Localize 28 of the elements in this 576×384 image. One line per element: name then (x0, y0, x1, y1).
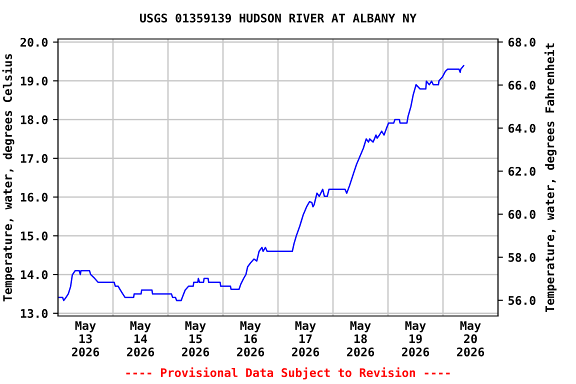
y2-axis-title: Temperature, water, degrees Fahrenheit (544, 43, 557, 312)
y2-tick-label: 56.0 (508, 296, 536, 305)
chart-title: USGS 01359139 HUDSON RIVER AT ALBANY NY (140, 14, 417, 23)
y-tick-label: 18.0 (20, 115, 48, 124)
y-tick-label: 19.0 (20, 76, 48, 86)
x-tick-label: May 20 2026 (456, 321, 484, 356)
x-tick-label: May 15 2026 (182, 321, 210, 356)
x-tick-label: May 13 2026 (72, 321, 100, 356)
x-tick-label: May 17 2026 (292, 321, 320, 356)
text: ---- Provisional Data Subject to Revision ---- (126, 367, 450, 380)
y2-tick-label: 64.0 (508, 124, 536, 133)
x-tick-label: May 16 2026 (236, 321, 264, 356)
y-tick-label: 16.0 (20, 192, 48, 202)
x-tick-label: May 14 2026 (126, 321, 154, 356)
y-tick-label: 15.0 (20, 232, 48, 240)
x-tick-label: May 19 2026 (402, 321, 430, 356)
y2-tick-label: 58.0 (508, 252, 536, 262)
y-axis-title: Temperature, water, degrees Celsius (2, 54, 14, 302)
y-tick-label: 17.0 (20, 154, 48, 163)
y-tick-label: 14.0 (20, 270, 48, 280)
y2-tick-label: 68.0 (508, 38, 536, 47)
y2-tick-label: 60.0 (508, 210, 536, 219)
y-tick-label: 13.0 (20, 309, 48, 318)
x-tick-label: May 18 2026 (346, 321, 374, 356)
line-series (58, 65, 464, 302)
y2-tick-label: 62.0 (508, 166, 536, 176)
y-tick-label: 20.0 (20, 38, 48, 47)
y2-tick-label: 66.0 (508, 80, 536, 90)
